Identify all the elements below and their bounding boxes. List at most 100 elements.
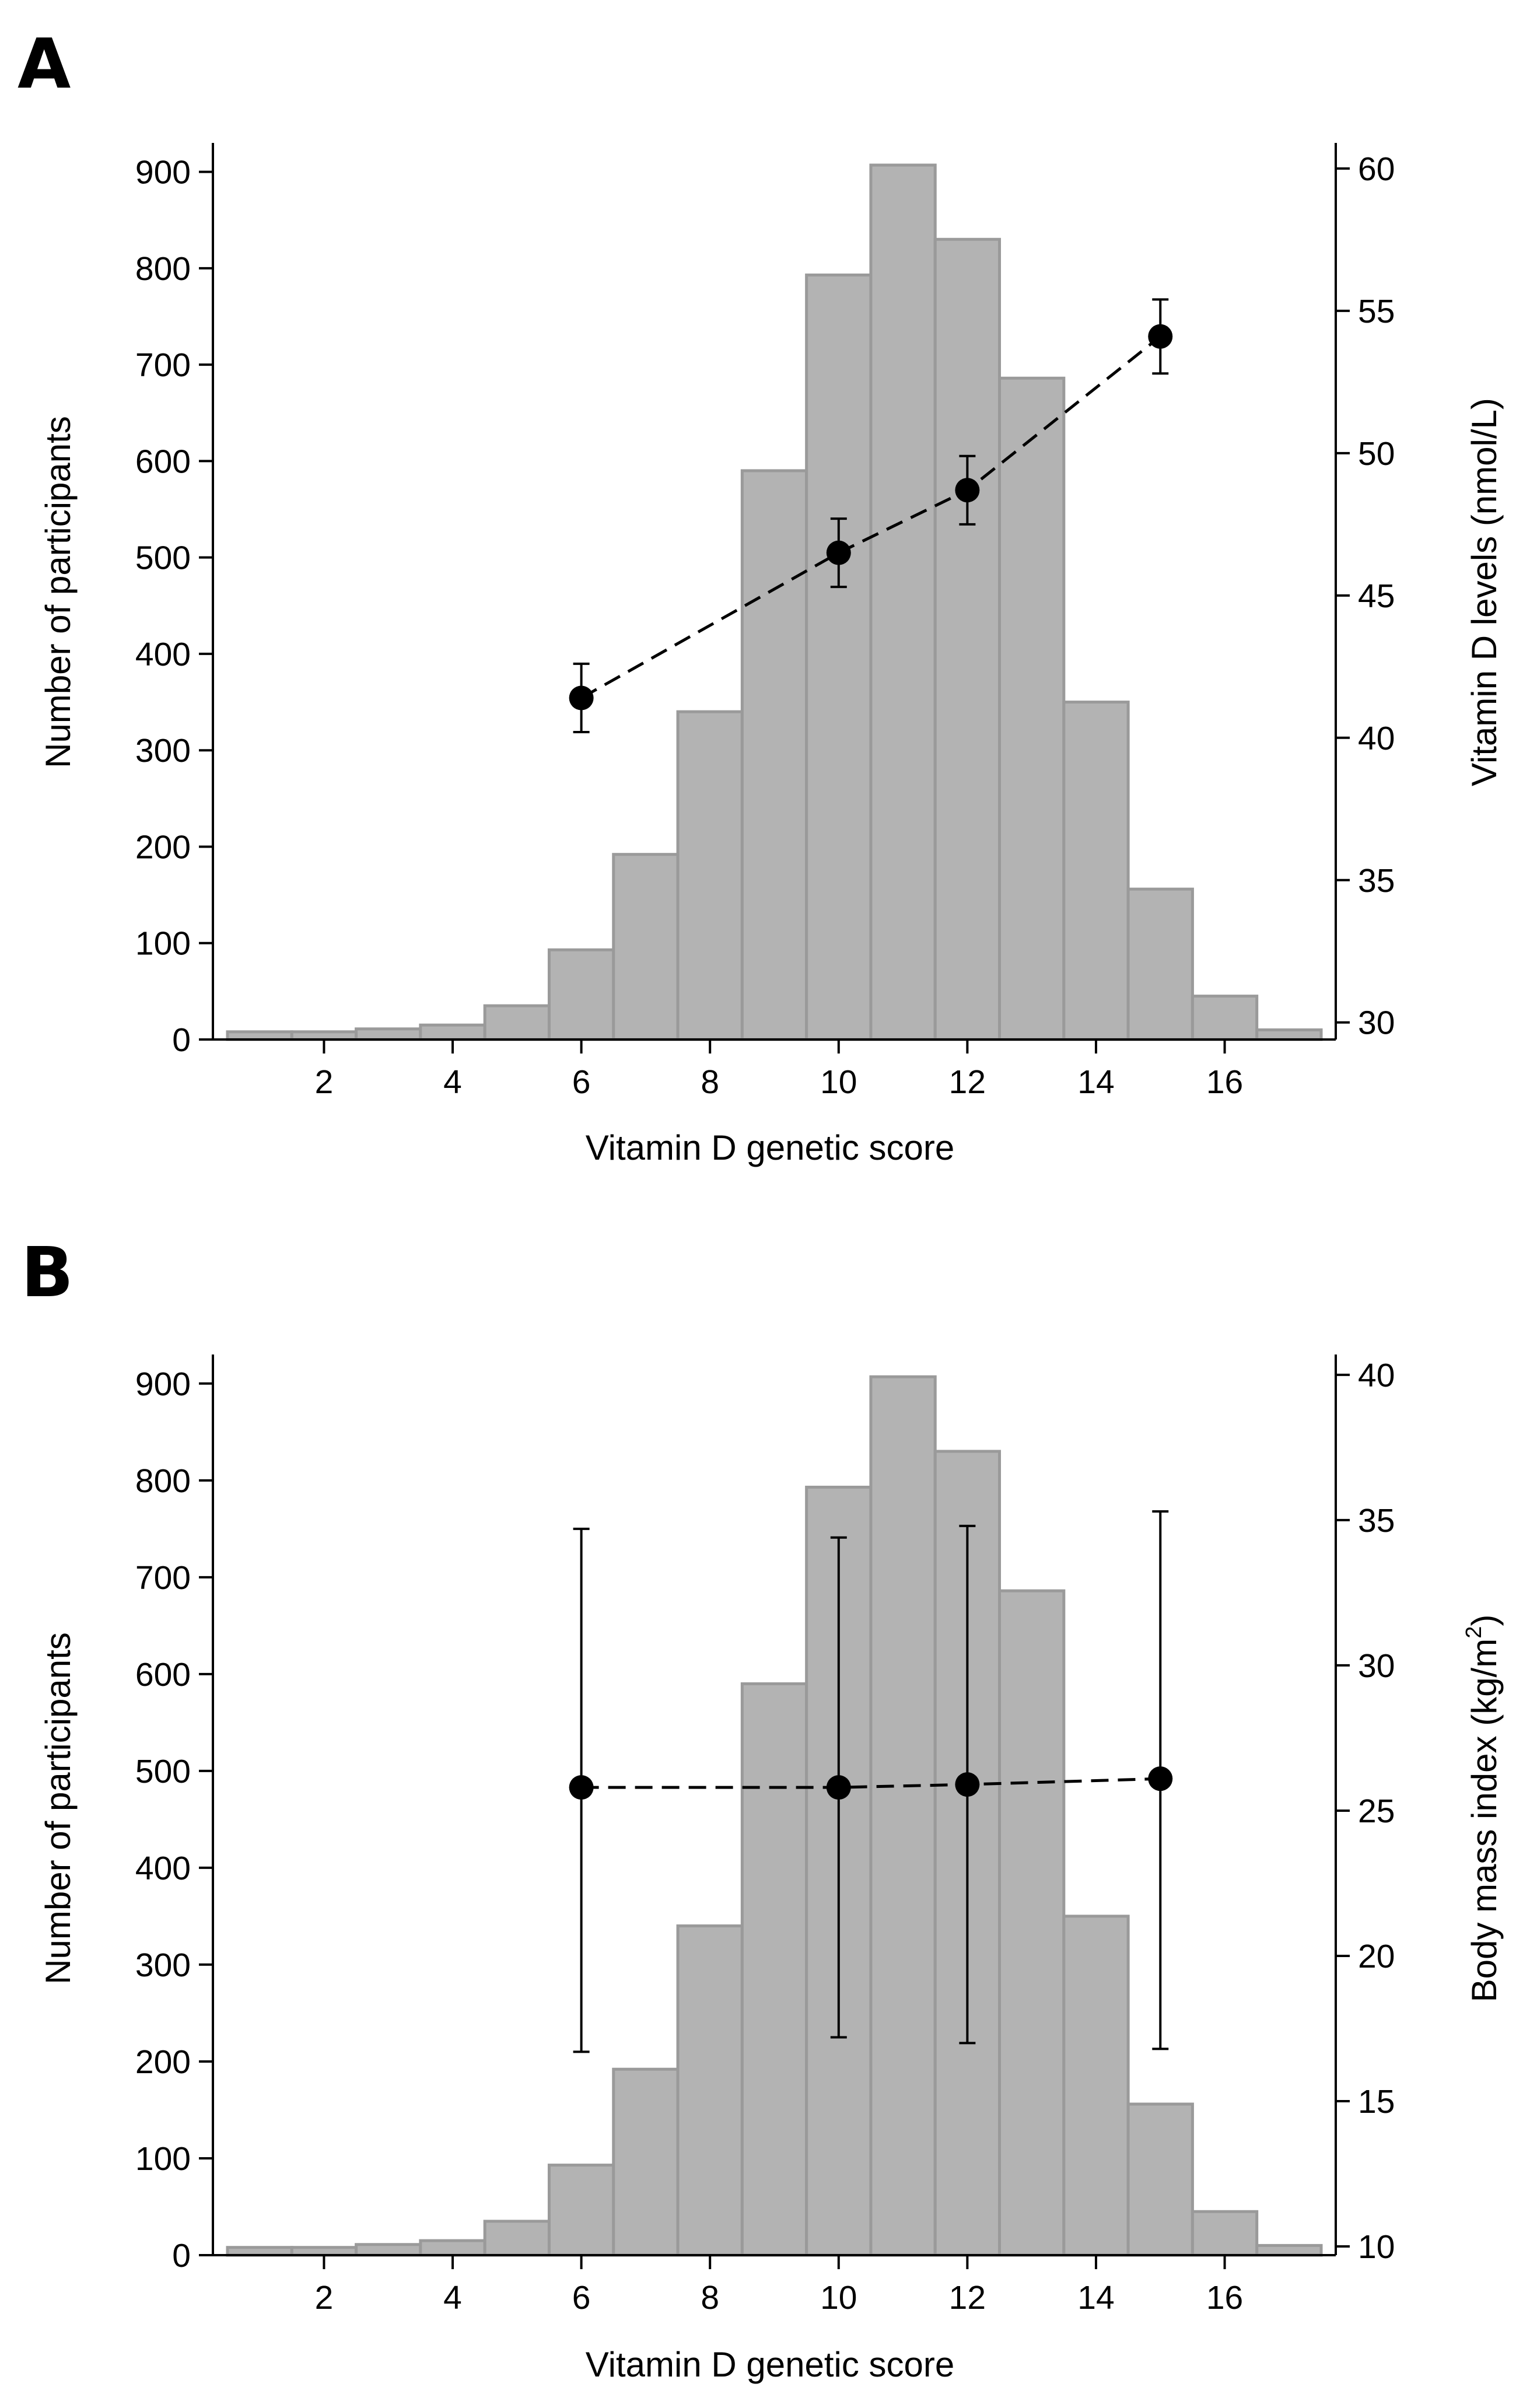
- histogram-bar: [419, 1023, 486, 1041]
- x-axis-title: Vitamin D genetic score: [586, 1128, 955, 1167]
- y-tick-label-right: 20: [1358, 1938, 1395, 1975]
- histogram-bar: [998, 1589, 1066, 2257]
- x-tick-label: 12: [949, 2279, 986, 2316]
- histogram-bar: [933, 237, 1002, 1041]
- histogram-bars: [226, 1375, 1323, 2257]
- y-tick-label-right: 40: [1358, 720, 1395, 757]
- y-tick-label-right: 35: [1358, 1502, 1395, 1539]
- y-tick-label-right: 30: [1358, 1005, 1395, 1042]
- x-tick-label: 16: [1206, 1063, 1243, 1101]
- y-tick-label-left: 200: [135, 828, 191, 866]
- histogram-bar: [998, 376, 1066, 1041]
- y-tick-label-left: 300: [135, 732, 191, 769]
- y-tick-label-left: 600: [135, 1656, 191, 1693]
- y-tick-label-right: 35: [1358, 862, 1395, 900]
- histogram-bar: [547, 948, 615, 1041]
- series-line: [580, 335, 1161, 699]
- axes: 0 100 200 300 400 500 600 700 800 900 30 35 40 45 50 55…: [135, 143, 1395, 1101]
- series: [569, 298, 1173, 734]
- histogram-bar: [676, 710, 744, 1041]
- y-tick-label-left: 0: [172, 2237, 191, 2274]
- histogram-bar: [483, 1004, 551, 1041]
- data-point: [955, 1772, 980, 1797]
- panel-letter-a: A: [17, 23, 71, 104]
- x-tick-label: 16: [1206, 2279, 1243, 2316]
- x-tick-label: 14: [1077, 2279, 1114, 2316]
- y-tick-label-right: 55: [1358, 293, 1395, 330]
- y-tick-label-left: 600: [135, 443, 191, 480]
- y-tick-label-left: 800: [135, 250, 191, 288]
- x-tick-label: 4: [443, 1063, 462, 1101]
- x-axis-title: Vitamin D genetic score: [586, 2345, 955, 2384]
- y-tick-label-right: 50: [1358, 435, 1395, 473]
- histogram-bar: [1062, 701, 1130, 1041]
- y-tick-label-left: 500: [135, 540, 191, 577]
- axes: 0 100 200 300 400 500 600 700 800 900 10 15 20 25 30 35…: [135, 1354, 1395, 2316]
- y-tick-label-left: 700: [135, 346, 191, 384]
- data-point: [1148, 324, 1173, 349]
- histogram-bar: [1255, 2244, 1323, 2257]
- histogram-bar: [1126, 887, 1194, 1041]
- y-tick-label-right: 45: [1358, 578, 1395, 615]
- x-tick-label: 6: [572, 2279, 591, 2316]
- histogram-bar: [483, 2220, 551, 2257]
- data-point: [955, 478, 980, 503]
- histogram-bar: [805, 273, 873, 1041]
- x-tick-label: 14: [1077, 1063, 1114, 1101]
- y-tick-label-left: 900: [135, 1366, 191, 1403]
- histogram-bar: [1191, 995, 1259, 1041]
- histogram-bar: [355, 1027, 422, 1041]
- y-tick-label-left: 100: [135, 925, 191, 963]
- histogram-bar: [1255, 1028, 1323, 1041]
- histogram-bars: [226, 163, 1323, 1041]
- y-axis-title-right-main: Body mass index (kg/m: [1465, 1639, 1504, 2003]
- x-tick-label: 2: [315, 2279, 334, 2316]
- x-tick-label: 10: [820, 2279, 857, 2316]
- histogram-bar: [355, 2243, 422, 2257]
- x-tick-label: 8: [701, 1063, 719, 1101]
- histogram-bar: [612, 2067, 680, 2257]
- data-point: [826, 540, 851, 565]
- histogram-bar: [1191, 2210, 1259, 2257]
- y-tick-label-left: 100: [135, 2140, 191, 2178]
- histogram-bar: [676, 1924, 744, 2257]
- y-tick-label-right: 40: [1358, 1357, 1395, 1394]
- panel-letter-b: B: [21, 1232, 73, 1312]
- histogram-bar: [1126, 2102, 1194, 2257]
- data-point: [1148, 1766, 1173, 1791]
- x-tick-label: 12: [949, 1063, 986, 1101]
- y-axis-title-right: Body mass index (kg/m2): [1462, 1615, 1504, 2003]
- y-tick-label-left: 500: [135, 1753, 191, 1790]
- y-tick-label-right: 25: [1358, 1793, 1395, 1830]
- y-axis-title-left: Number of participants: [38, 416, 78, 768]
- y-tick-label-left: 200: [135, 2043, 191, 2081]
- y-tick-label-left: 900: [135, 154, 191, 191]
- y-tick-label-right: 15: [1358, 2083, 1395, 2120]
- y-tick-label-right: 10: [1358, 2228, 1395, 2266]
- histogram-bar: [1062, 1915, 1130, 2257]
- y-axis-title-left: Number of participants: [38, 1632, 78, 1985]
- x-tick-label: 6: [572, 1063, 591, 1101]
- panel-a: A 01002003004005006007008009003035404550…: [17, 23, 1504, 1167]
- series: [569, 1510, 1173, 2053]
- histogram-bar: [869, 163, 937, 1041]
- panel-b: B 0 100 200 300 400 500 600 700 800 900 10 15 20 25 30…: [21, 1232, 1504, 2384]
- histogram-bar: [740, 1682, 808, 2257]
- y-tick-label-left: 400: [135, 1850, 191, 1887]
- histogram-bar: [419, 2239, 486, 2257]
- y-tick-label-right: 60: [1358, 150, 1395, 188]
- y-axis-title-right-end: ): [1465, 1615, 1504, 1626]
- x-tick-label: 8: [701, 2279, 719, 2316]
- x-tick-label: 4: [443, 2279, 462, 2316]
- y-tick-label-left: 300: [135, 1947, 191, 1984]
- data-point: [569, 1775, 594, 1800]
- histogram-bar: [740, 469, 808, 1041]
- data-point: [569, 685, 594, 710]
- data-point: [826, 1775, 851, 1800]
- x-tick-label: 2: [315, 1063, 334, 1101]
- histogram-bar: [547, 2164, 615, 2257]
- y-tick-label-left: 800: [135, 1462, 191, 1500]
- y-tick-label-left: 700: [135, 1559, 191, 1597]
- histogram-bar: [869, 1375, 937, 2257]
